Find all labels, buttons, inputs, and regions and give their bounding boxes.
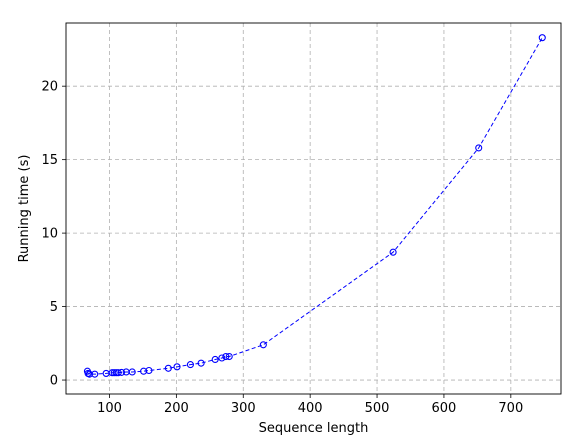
plot-frame: [66, 23, 561, 394]
series-line: [87, 38, 542, 374]
axis-ticks: 100 200 300 400 500 600 700 0 5 10 15 20: [41, 80, 523, 416]
y-tick-label: 15: [41, 153, 58, 168]
y-axis-label: Running time (s): [17, 155, 32, 263]
y-tick-label: 0: [50, 374, 58, 389]
x-tick-label: 100: [97, 401, 122, 416]
data-point: [260, 342, 266, 348]
x-tick-label: 400: [298, 401, 323, 416]
data-point: [539, 35, 545, 41]
x-axis-label: Sequence length: [259, 421, 369, 436]
x-tick-label: 700: [498, 401, 523, 416]
y-tick-label: 5: [50, 300, 58, 315]
x-tick-label: 300: [231, 401, 256, 416]
y-tick-label: 20: [41, 80, 58, 95]
x-tick-label: 600: [432, 401, 457, 416]
x-tick-label: 500: [365, 401, 390, 416]
x-tick-label: 200: [164, 401, 189, 416]
y-tick-label: 10: [41, 227, 58, 242]
grid: [66, 23, 561, 394]
